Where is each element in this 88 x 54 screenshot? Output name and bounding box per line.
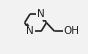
Text: OH: OH xyxy=(63,26,79,36)
Text: N: N xyxy=(37,9,45,19)
Text: N: N xyxy=(26,26,34,36)
